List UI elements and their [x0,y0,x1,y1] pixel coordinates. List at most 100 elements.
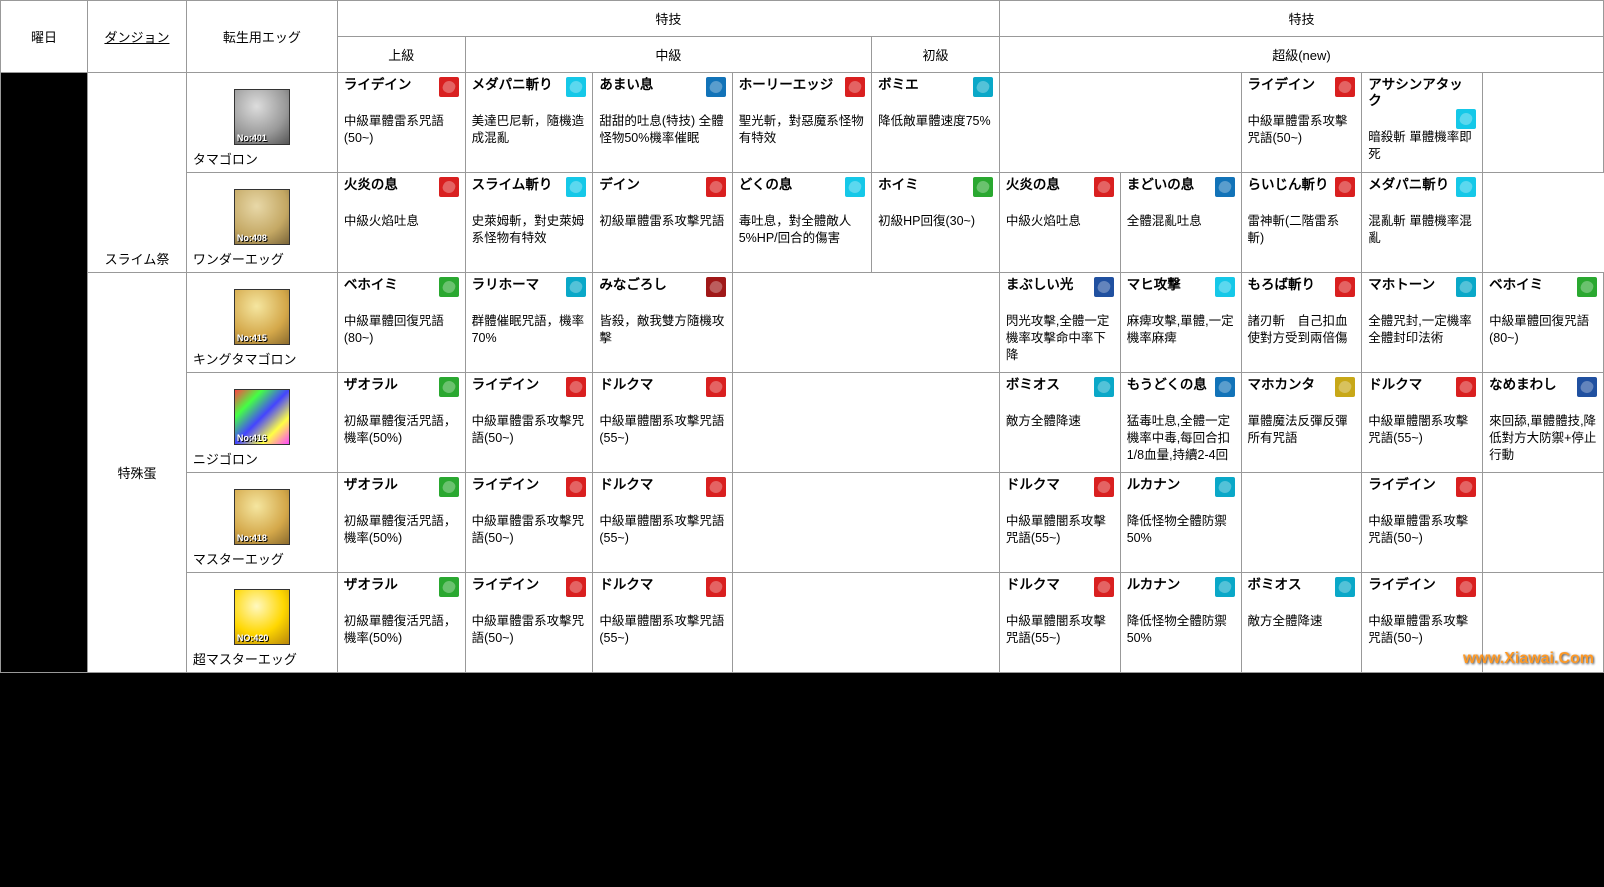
skill-cell: ライデイン中級單體雷系攻擊咒語(50~) [465,573,593,673]
element-icon [439,77,459,97]
skill-cell: ベホイミ中級單體回復咒語(80~) [1483,273,1604,373]
skill-cell: なめまわし來回舔,單體體技,降低對方大防禦+停止行動 [1483,373,1604,473]
skill-desc: 中級單體闇系攻擊咒語(55~) [599,613,725,647]
skill-name: マヒ攻撃 [1127,277,1181,293]
skill-name: ザオラル [344,577,398,593]
header-dungeon[interactable]: ダンジョン [88,1,187,73]
skill-cell: ザオラル初級單體復活咒語，機率(50%) [337,473,465,573]
skill-desc: 皆殺，敵我雙方隨機攻擊 [599,313,725,347]
element-icon [566,377,586,397]
skill-desc: 初級單體復活咒語，機率(50%) [344,413,459,447]
skill-name: ボミオス [1006,377,1060,393]
element-icon [973,77,993,97]
element-icon [1456,177,1476,197]
element-icon [439,277,459,297]
skill-cell: ライデイン中級單體雷系攻擊咒語(50~) [1241,73,1362,173]
skill-cell [1483,473,1604,573]
skill-name: マホトーン [1368,277,1435,293]
skill-cell: ルカナン降低怪物全體防禦50% [1120,573,1241,673]
egg-icon [234,289,290,345]
skill-desc: 初級HP回復(30~) [878,213,993,230]
skill-desc: 初級單體復活咒語，機率(50%) [344,513,459,547]
skill-cell [732,373,999,473]
element-icon [1335,177,1355,197]
egg-cell: キングタマゴロン [186,273,337,373]
skill-desc: 敵方全體降速 [1006,413,1114,430]
skill-desc: 中級單體闇系攻擊咒語(55~) [599,513,725,547]
element-icon [706,77,726,97]
skill-cell: ボミエ降低敵單體速度75% [872,73,1000,173]
element-icon [1215,177,1235,197]
skill-cell: デイン初級單體雷系攻擊咒語 [593,173,732,273]
element-icon [1456,109,1476,129]
skill-cell: もろば斬り諸刃斬 自己扣血使對方受到兩倍傷 [1241,273,1362,373]
skill-desc: 初級單體復活咒語，機率(50%) [344,613,459,647]
skill-desc: 美達巴尼斬，隨機造成混亂 [472,113,587,147]
skill-cell: メダパニ斬り混亂斬 單體機率混亂 [1362,173,1483,273]
dungeon-cell: スライム祭 [88,73,187,273]
skill-name: ボミオス [1248,577,1302,593]
header-upper: 上級 [337,37,465,73]
skill-desc: 猛毒吐息,全體一定機率中毒,每回合扣1/8血量,持續2-4回 [1127,413,1235,464]
skill-desc: 中級單體回復咒語(80~) [344,313,459,347]
skill-cell: どくの息毒吐息，對全體敵人5%HP/回合的傷害 [732,173,871,273]
skill-name: ドルクマ [1006,577,1060,593]
skill-cell [732,273,999,373]
skill-name: ホーリーエッジ [739,77,834,93]
skill-name: 火炎の息 [1006,177,1060,193]
header-toku2: 特技 [999,1,1603,37]
skill-name: らいじん斬り [1248,177,1329,193]
skill-name: ライデイン [472,477,540,493]
skill-cell: ドルクマ中級單體闇系攻擊咒語(55~) [1362,373,1483,473]
egg-icon [234,389,290,445]
skill-cell: マホトーン全體咒封,一定機率全體封印法術 [1362,273,1483,373]
skill-cell: ホーリーエッジ聖光斬，對惡魔系怪物有特效 [732,73,871,173]
skill-name: なめまわし [1489,377,1557,393]
skill-cell: ルカナン降低怪物全體防禦50% [1120,473,1241,573]
skill-cell: ライデイン中級單體雷系咒語(50~) [337,73,465,173]
egg-name: キングタマゴロン [193,349,331,368]
element-icon [566,77,586,97]
egg-cell: ニジゴロン [186,373,337,473]
element-icon [1215,577,1235,597]
skill-cell: 火炎の息中級火焰吐息 [337,173,465,273]
egg-name: ワンダーエッグ [193,249,331,268]
element-icon [1335,77,1355,97]
skill-name: まぶしい光 [1006,277,1074,293]
skill-cell: みなごろし皆殺，敵我雙方隨機攻擊 [593,273,732,373]
skill-desc: 中級單體回復咒語(80~) [1489,313,1597,347]
element-icon [566,277,586,297]
skill-name: ドルクマ [599,577,653,593]
skill-cell: マヒ攻撃麻痺攻擊,單體,一定機率麻痺 [1120,273,1241,373]
skill-cell [732,573,999,673]
element-icon [1215,377,1235,397]
skill-desc: 混亂斬 單體機率混亂 [1368,213,1476,247]
skill-cell: ザオラル初級單體復活咒語，機率(50%) [337,373,465,473]
egg-name: タマゴロン [193,149,331,168]
skill-cell: ドルクマ中級單體闇系攻擊咒語(55~) [999,473,1120,573]
skill-cell [1241,473,1362,573]
skill-cell: ドルクマ中級單體闇系攻擊咒語(55~) [593,373,732,473]
skill-name: ライデイン [472,377,540,393]
skill-cell: 火炎の息中級火焰吐息 [999,173,1120,273]
element-icon [1335,277,1355,297]
egg-icon [234,189,290,245]
skill-desc: 甜甜的吐息(特技) 全體怪物50%機率催眠 [599,113,725,147]
skill-desc: 中級單體闇系攻擊咒語(55~) [1006,613,1114,647]
egg-icon [234,89,290,145]
element-icon [706,577,726,597]
skill-desc: 中級單體雷系攻擊咒語(50~) [472,613,587,647]
skill-name: ライデイン [1368,577,1436,593]
skill-desc: 單體魔法反彈反彈所有咒語 [1248,413,1356,447]
skill-cell: ライデイン中級單體雷系攻擊咒語(50~) [465,473,593,573]
skill-name: ザオラル [344,377,398,393]
element-icon [1215,277,1235,297]
skill-desc: 毒吐息，對全體敵人5%HP/回合的傷害 [739,213,865,247]
skill-cell [732,473,999,573]
skill-name: まどいの息 [1127,177,1195,193]
skill-name: ドルクマ [599,377,653,393]
element-icon [706,177,726,197]
element-icon [566,477,586,497]
skill-cell [999,73,1241,173]
skill-cell: ドルクマ中級單體闇系攻擊咒語(55~) [593,473,732,573]
